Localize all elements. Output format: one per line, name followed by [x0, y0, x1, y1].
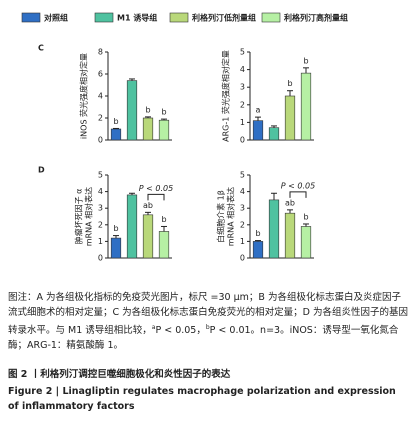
significance-letter: a — [256, 106, 261, 115]
p-annotation: P < 0.05 — [139, 184, 173, 193]
caption-text: P < 0.01。n=3。iNOS：诱导型一氧化氮合酶；ARG-1：精氨酸酶 1… — [8, 325, 399, 352]
panel-label: C — [38, 44, 44, 53]
y-tick-label: 4 — [98, 92, 103, 101]
y-axis-label: mRNA 相对表达 — [84, 187, 94, 246]
y-tick-label: 3 — [240, 204, 245, 213]
y-tick-label: 6 — [98, 70, 103, 79]
figure: 对照组 M1 诱导组 利格列汀低剂量组 利格列汀高剂量组 C D 0 2 4 6 8 iNOS 荧光强… — [21, 12, 348, 263]
figure-title-en: Figure 2 | Linagliptin regulates macroph… — [8, 386, 396, 412]
legend-swatch — [94, 12, 114, 23]
bracket — [147, 193, 165, 201]
y-tick-label: 0 — [240, 254, 245, 263]
bar — [284, 212, 296, 259]
significance-letter: b — [161, 215, 166, 224]
bar — [158, 231, 170, 259]
significance-letter: b — [255, 229, 260, 238]
bar — [142, 117, 154, 141]
significance-letter: ab — [143, 201, 153, 210]
bar — [110, 128, 122, 141]
legend-label: 利格列汀低剂量组 — [191, 13, 256, 23]
significance-letter: b — [145, 105, 150, 114]
significance-letter: b — [303, 212, 308, 221]
panel-label: D — [38, 166, 45, 175]
significance-letter: b — [113, 224, 118, 233]
sup: a — [151, 324, 156, 331]
y-tick-label: 5 — [240, 171, 245, 180]
bar — [252, 241, 264, 259]
legend-swatch — [21, 12, 41, 23]
y-tick-label: 3 — [98, 204, 103, 213]
bar — [142, 214, 154, 259]
y-tick-label: 5 — [240, 48, 245, 57]
legend-label: 利格列汀高剂量组 — [283, 13, 348, 23]
bar — [252, 120, 264, 141]
y-tick-label: 4 — [240, 187, 245, 196]
y-tick-label: 4 — [98, 187, 103, 196]
y-tick-label: 1 — [240, 118, 245, 127]
y-tick-label: 2 — [240, 220, 245, 229]
legend-swatch — [169, 12, 189, 23]
bar — [110, 237, 122, 259]
caption: 图注：A 为各组极化指标的免疫荧光图片，标尺 =30 μm；B 为各组极化标志蛋… — [8, 290, 408, 353]
legend-label: M1 诱导组 — [117, 13, 157, 23]
significance-letter: b — [113, 117, 118, 126]
y-tick-label: 1 — [98, 237, 103, 246]
y-tick-label: 8 — [98, 48, 103, 57]
y-tick-label: 0 — [98, 136, 103, 145]
y-axis-label: ARG-1 荧光强度相对定量 — [221, 50, 231, 142]
y-axis-label: 肿瘤坏死因子 α — [74, 189, 84, 245]
p-annotation: P < 0.05 — [281, 181, 315, 190]
y-axis-label: iNOS 荧光强度相对定量 — [79, 53, 89, 139]
bar — [300, 226, 312, 259]
y-tick-label: 2 — [98, 114, 103, 123]
significance-letter: b — [303, 56, 308, 65]
bar — [126, 194, 138, 259]
y-axis-label: 白细胞介素 1β — [216, 190, 226, 243]
y-tick-label: 4 — [240, 65, 245, 74]
legend-label: 对照组 — [44, 13, 68, 23]
legend-swatch — [261, 12, 281, 23]
significance-letter: ab — [285, 198, 295, 207]
y-tick-label: 3 — [240, 83, 245, 92]
y-tick-label: 5 — [98, 171, 103, 180]
y-tick-label: 1 — [240, 237, 245, 246]
y-axis-label: mRNA 相对表达 — [226, 187, 236, 246]
bar — [126, 80, 138, 141]
significance-letter: b — [161, 108, 166, 117]
caption-text: 图注：A 为各组极化指标的免疫荧光图片，标尺 =30 μm；B 为各组极化标志蛋… — [8, 292, 408, 337]
bar — [300, 72, 312, 141]
caption-text: P < 0.05， — [155, 325, 206, 337]
bar — [268, 127, 280, 141]
bar — [268, 199, 280, 259]
y-tick-label: 2 — [240, 100, 245, 109]
bar — [284, 95, 296, 141]
y-tick-label: 2 — [98, 220, 103, 229]
y-tick-label: 0 — [98, 254, 103, 263]
bar — [158, 119, 170, 141]
figure-title: 图 2 丨利格列汀调控巨噬细胞极化和炎性因子的表达 — [8, 369, 231, 380]
sup: b — [205, 324, 210, 331]
bracket — [289, 191, 307, 198]
significance-letter: b — [287, 79, 292, 88]
y-tick-label: 0 — [240, 136, 245, 145]
